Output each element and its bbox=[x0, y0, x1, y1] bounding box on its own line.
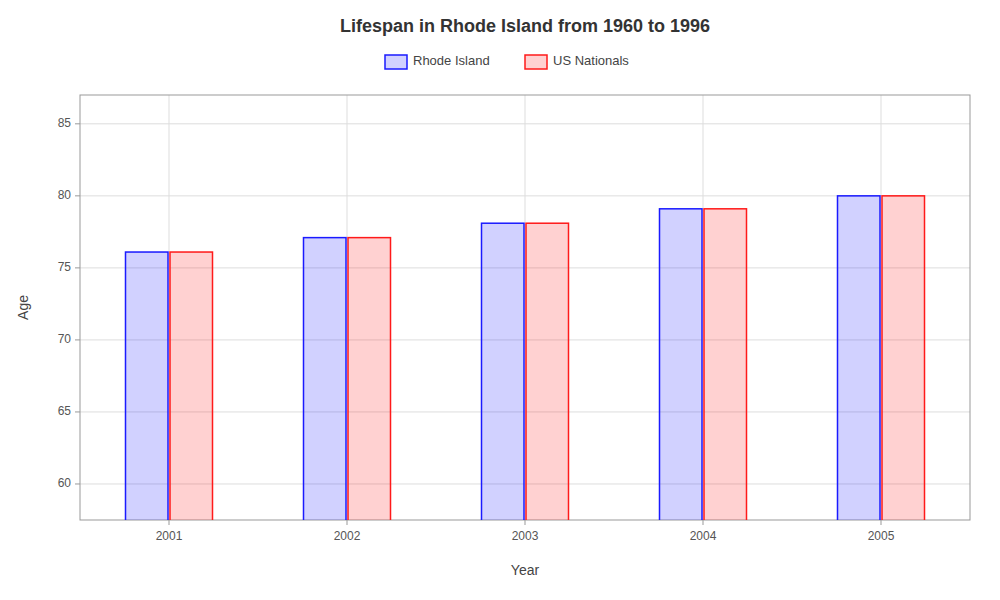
x-tick-label: 2003 bbox=[512, 529, 539, 543]
bar bbox=[838, 196, 881, 520]
bar bbox=[304, 238, 347, 520]
y-tick-label: 65 bbox=[58, 404, 72, 418]
legend: Rhode Island US Nationals bbox=[385, 53, 629, 69]
y-tick bbox=[75, 195, 80, 196]
x-tick-label: 2001 bbox=[156, 529, 183, 543]
x-tick bbox=[703, 520, 704, 525]
bar bbox=[482, 223, 525, 520]
x-axis-label: Year bbox=[511, 562, 540, 578]
x-tick bbox=[881, 520, 882, 525]
x-tick bbox=[169, 520, 170, 525]
y-tick bbox=[75, 339, 80, 340]
chart-container: 60 65 70 75 80 85 2001 2002 2003 2004 2005 Lifespan… bbox=[0, 0, 1000, 600]
plot-frame bbox=[80, 95, 970, 520]
bar bbox=[526, 223, 569, 520]
bar bbox=[348, 238, 391, 520]
title: Lifespan in Rhode Island from 1960 to 19… bbox=[340, 16, 710, 36]
axes: 60 65 70 75 80 85 2001 2002 2003 2004 2005 bbox=[58, 116, 895, 543]
chart: 60 65 70 75 80 85 2001 2002 2003 2004 2005 Lifespan… bbox=[0, 0, 1000, 600]
y-tick-label: 80 bbox=[58, 188, 72, 202]
x-tick bbox=[525, 520, 526, 525]
x-tick-label: 2004 bbox=[690, 529, 717, 543]
x-tick-label: 2002 bbox=[334, 529, 361, 543]
bars bbox=[126, 196, 925, 520]
y-tick-label: 85 bbox=[58, 116, 72, 130]
y-tick bbox=[75, 411, 80, 412]
bar bbox=[704, 209, 747, 520]
y-tick-label: 60 bbox=[58, 476, 72, 490]
y-tick-label: 70 bbox=[58, 332, 72, 346]
bar bbox=[660, 209, 703, 520]
legend-label: US Nationals bbox=[553, 53, 629, 68]
legend-swatch bbox=[385, 55, 407, 69]
y-tick bbox=[75, 483, 80, 484]
bar bbox=[882, 196, 925, 520]
x-tick-label: 2005 bbox=[868, 529, 895, 543]
x-tick bbox=[347, 520, 348, 525]
y-tick bbox=[75, 123, 80, 124]
bar bbox=[170, 252, 213, 520]
y-axis-label: Age bbox=[15, 295, 31, 320]
grid bbox=[80, 95, 970, 520]
bar bbox=[126, 252, 169, 520]
y-tick-label: 75 bbox=[58, 260, 72, 274]
legend-label: Rhode Island bbox=[413, 53, 490, 68]
y-tick bbox=[75, 267, 80, 268]
legend-swatch bbox=[525, 55, 547, 69]
